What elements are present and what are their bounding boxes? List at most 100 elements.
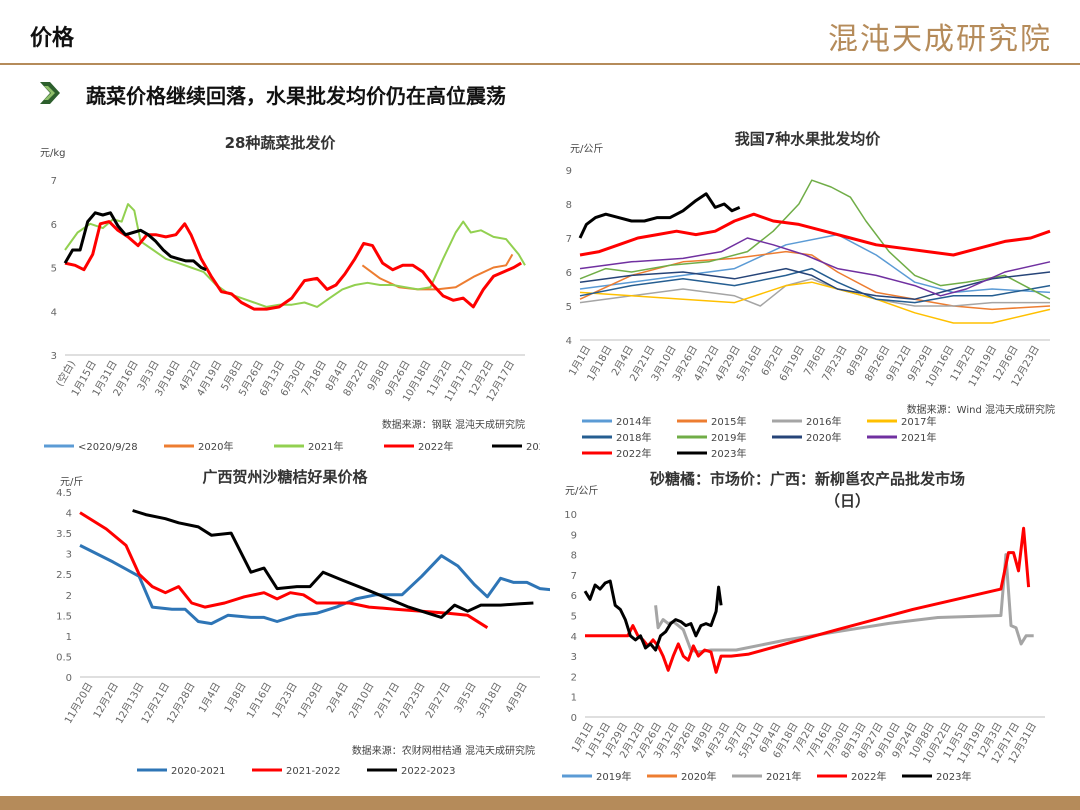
- y-tick-label: 3: [66, 550, 72, 561]
- series-line: [579, 212, 1051, 257]
- chart-panel-veg: 28种蔬菜批发价 元/kg 3 4 5 6 7 (空白) 1月15日 1月31日 2月16日 3月3日…: [20, 120, 540, 465]
- legend-label: 2020年: [681, 770, 716, 783]
- legend-label: 2022年: [851, 770, 886, 783]
- series-line: [579, 237, 1051, 297]
- x-tick-label: 2月17日: [372, 681, 402, 721]
- legend-label: 2016年: [806, 415, 841, 428]
- x-tick-label: 4月9日: [503, 681, 530, 715]
- fruit-price-chart: 我国7种水果批发均价元/公斤4567891月1日1月18日2月4日2月21日3月…: [566, 130, 1055, 460]
- slide-subtitle: 蔬菜价格继续回落，水果批发均价仍在高位震荡: [86, 84, 506, 108]
- brand-logo: 混沌天成研究院: [828, 22, 1052, 57]
- y-tick-label: 6: [566, 268, 572, 279]
- chart-title-line2: （日）: [825, 492, 870, 510]
- legend-label: 2022-2023: [401, 766, 456, 777]
- series-line: [579, 267, 1051, 304]
- y-tick-label: 6: [571, 591, 577, 602]
- y-tick-label: 4.5: [56, 488, 72, 499]
- chart-title: 28种蔬菜批发价: [225, 134, 337, 152]
- legend-label: 2014年: [616, 415, 651, 428]
- series-line: [132, 509, 534, 619]
- chart-title: 广西贺州沙糖桔好果价格: [202, 468, 368, 486]
- x-tick-label: 1月29日: [295, 681, 325, 721]
- y-tick-label: 9: [566, 166, 572, 177]
- legend-label: 2017年: [901, 415, 936, 428]
- data-source: 数据来源：钢联 混沌天成研究院: [382, 418, 525, 431]
- legend-label: 2021年: [308, 440, 343, 453]
- y-tick-label: 5: [571, 612, 577, 623]
- y-tick-label: 3: [571, 652, 577, 663]
- series-line: [579, 179, 1051, 300]
- y-axis-unit: 元/公斤: [565, 485, 598, 497]
- x-tick-label: 11月20日: [62, 681, 95, 726]
- y-tick-label: 4: [571, 632, 577, 643]
- series-line: [578, 192, 741, 239]
- x-tick-label: 2月27日: [423, 681, 453, 721]
- footer-bar: [0, 796, 1080, 810]
- series-line: [64, 220, 522, 311]
- chart-title: 我国7种水果批发均价: [735, 130, 881, 148]
- legend-label: 2022年: [616, 447, 651, 460]
- series-line: [79, 511, 489, 629]
- legend-label: 2022年: [418, 440, 453, 453]
- y-tick-label: 4: [566, 336, 572, 347]
- legend-label: 2023年: [526, 440, 540, 453]
- y-tick-label: 10: [564, 510, 577, 521]
- legend-label: 2021年: [901, 431, 936, 444]
- y-tick-label: 0.5: [56, 652, 72, 663]
- y-tick-label: 4: [66, 509, 72, 520]
- page-title: 价格: [30, 26, 75, 51]
- y-tick-label: 2.5: [56, 570, 72, 581]
- series-line: [579, 281, 1051, 324]
- legend-label: 2015年: [711, 415, 746, 428]
- legend-label: 2020年: [198, 440, 233, 453]
- x-tick-label: 12月2日: [91, 681, 121, 721]
- data-source: 数据来源：Wind 混沌天成研究院: [907, 403, 1055, 416]
- y-tick-label: 5: [51, 264, 57, 275]
- y-tick-label: 7: [571, 571, 577, 582]
- y-tick-label: 1: [66, 632, 72, 643]
- x-tick-label: 3月18日: [474, 681, 504, 721]
- x-tick-label: 2月10日: [347, 681, 377, 721]
- series-line: [585, 526, 1031, 674]
- legend-label: 2019年: [596, 770, 631, 783]
- y-axis-unit: 元/kg: [40, 148, 66, 159]
- y-tick-label: 1: [571, 693, 577, 704]
- series-line: [79, 544, 550, 626]
- legend-label: 2019年: [711, 431, 746, 444]
- x-tick-label: 1月16日: [244, 681, 274, 721]
- x-tick-label: 1月23日: [270, 681, 300, 721]
- y-tick-label: 3: [51, 351, 57, 362]
- series-line: [361, 253, 514, 291]
- legend-label: 2021-2022: [286, 766, 341, 777]
- header-divider: [0, 63, 1080, 65]
- series-line: [583, 579, 723, 652]
- series-line: [64, 203, 526, 308]
- y-tick-label: 7: [566, 234, 572, 245]
- y-tick-label: 2: [66, 591, 72, 602]
- legend-label: 2021年: [766, 770, 801, 783]
- legend-label: 2023年: [936, 770, 971, 783]
- chart-panel-fruit: 我国7种水果批发均价 元/公斤 4 5 6 7 8 9 1月1日 1月18日 2月4日 2月21日 3月…: [545, 120, 1070, 465]
- y-tick-label: 5: [566, 302, 572, 313]
- y-tick-label: 3.5: [56, 529, 72, 540]
- series-line: [579, 278, 1050, 307]
- x-tick-label: 2月4日: [324, 681, 351, 715]
- chevron-right-icon: [40, 82, 60, 104]
- hezhou-orange-chart: 广西贺州沙糖桔好果价格 元/斤 0 0.5 1 1.5 2 2.5 3 3.5 4 4.5 11月20日…: [56, 468, 550, 777]
- series-line: [654, 553, 1034, 654]
- y-tick-label: 8: [571, 551, 577, 562]
- y-tick-label: 8: [566, 200, 572, 211]
- y-tick-label: 7: [51, 176, 57, 187]
- y-axis-unit: 元/公斤: [570, 143, 603, 155]
- x-tick-label: 1月4日: [196, 681, 223, 715]
- legend-label: 2018年: [616, 431, 651, 444]
- series-line: [63, 211, 207, 272]
- x-tick-label: 2月23日: [398, 681, 428, 721]
- y-axis-unit: 元/斤: [60, 476, 83, 488]
- y-tick-label: 0: [66, 673, 72, 684]
- y-tick-label: 1.5: [56, 611, 72, 622]
- veg-price-chart: 28种蔬菜批发价元/kg34567(空白)1月15日1月31日2月16日3月3日…: [40, 134, 540, 453]
- xinliu-orange-chart: 砂糖橘：市场价：广西：新柳邕农产品批发市场 （日） 元/公斤 0 1 2 3 4 5 6 7 8 9 10…: [562, 470, 1045, 783]
- chart-title: 砂糖橘：市场价：广西：新柳邕农产品批发市场: [650, 470, 965, 488]
- legend-label: 2020年: [806, 431, 841, 444]
